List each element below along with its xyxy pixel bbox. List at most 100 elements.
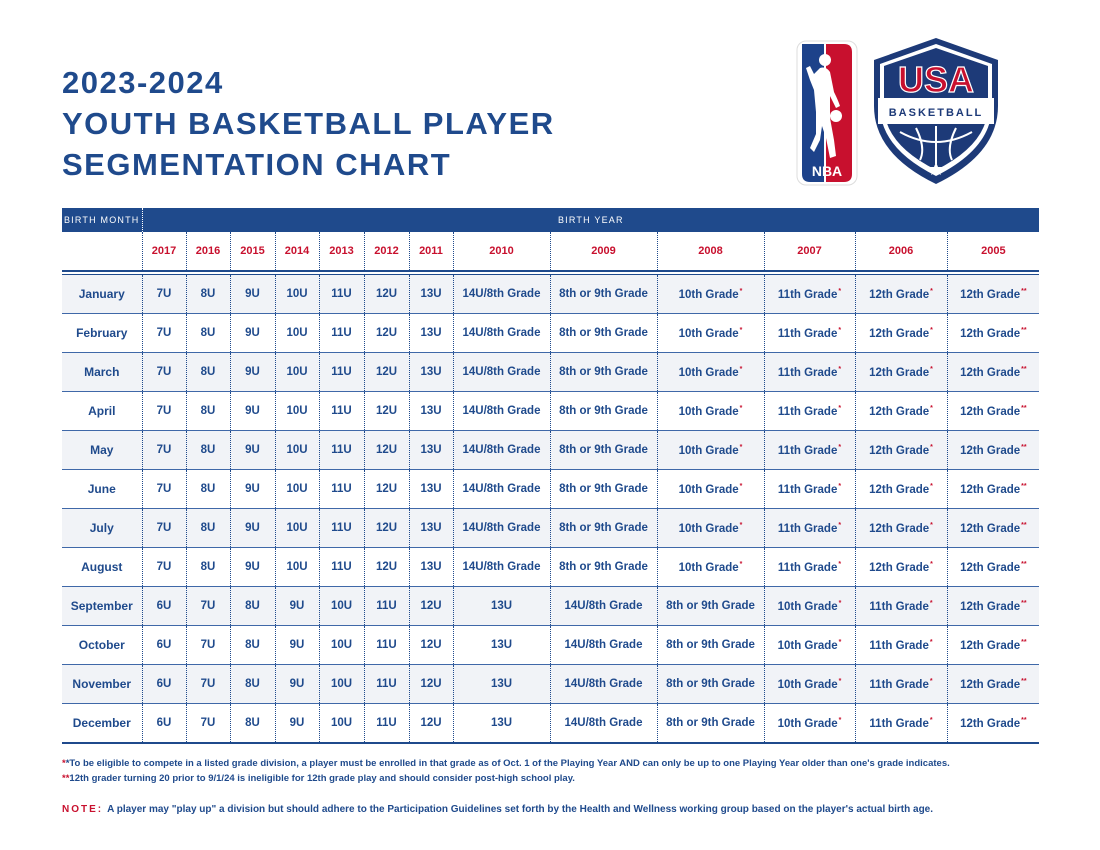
division-label: 10U	[286, 327, 308, 339]
division-cell: 10th Grade*	[763, 625, 855, 665]
division-label: 14U/8th Grade	[462, 366, 541, 378]
division-label: 11U	[376, 678, 397, 690]
division-cell: 11th Grade*	[763, 508, 855, 548]
division-label: 11th Grade	[869, 678, 929, 691]
division-label: 7U	[200, 600, 216, 612]
division-label: 11th Grade	[869, 639, 929, 652]
division-label: 9U	[245, 327, 260, 339]
division-cell: 11U	[318, 469, 364, 509]
year-header-cell: 2012	[363, 232, 409, 272]
division-label: 10U	[330, 678, 353, 690]
eligibility-asterisk: *	[739, 521, 743, 529]
division-label: 9U	[289, 717, 305, 729]
segmentation-table: BIRTH MONTH BIRTH YEAR 2017 2016 2015 2014 2…	[62, 208, 1040, 744]
division-cell: 10th Grade*	[656, 547, 764, 587]
division-cell: 8U	[229, 586, 275, 626]
birth-year-header: BIRTH YEAR	[142, 208, 1040, 232]
eligibility-asterisk: **	[1021, 404, 1027, 412]
division-cell: 8th or 9th Grade	[549, 391, 657, 431]
division-label: 8U	[245, 600, 260, 612]
division-cell: 8th or 9th Grade	[549, 430, 657, 470]
birth-month-cell: August	[62, 547, 142, 587]
year-header-cell: 2016	[185, 232, 230, 272]
year-header-cell: 2008	[656, 232, 764, 272]
division-cell: 10U	[274, 391, 319, 431]
eligibility-asterisk: *	[930, 287, 933, 295]
division-label: 12th Grade	[960, 717, 1021, 730]
division-label: 12U	[420, 600, 442, 612]
title-line-1: 2023-2024	[62, 65, 224, 100]
division-cell: 12U	[408, 703, 453, 744]
division-label: 10th Grade	[678, 483, 739, 496]
eligibility-asterisk: **	[1021, 482, 1027, 490]
division-label: 10th Grade	[678, 444, 739, 457]
division-label: 10U	[286, 483, 308, 495]
division-cell: 11U	[363, 625, 409, 665]
division-cell: 13U	[452, 664, 550, 704]
division-label: 11U	[331, 483, 352, 495]
division-label: 8U	[200, 522, 216, 534]
division-label: 13U	[420, 483, 442, 495]
division-cell: 8th or 9th Grade	[549, 469, 657, 509]
division-cell: 7U	[185, 664, 230, 704]
division-label: 11th Grade	[869, 600, 929, 613]
division-cell: 14U/8th Grade	[549, 625, 657, 665]
division-cell: 9U	[229, 352, 275, 392]
division-label: 11th Grade	[777, 522, 838, 535]
division-cell: 11U	[318, 547, 364, 587]
eligibility-asterisk: *	[838, 638, 842, 646]
division-label: 7U	[156, 483, 172, 495]
division-cell: 14U/8th Grade	[549, 586, 657, 626]
division-cell: 13U	[408, 547, 453, 587]
division-label: 6U	[156, 678, 172, 690]
birth-month-cell: July	[62, 508, 142, 548]
division-cell: 8U	[185, 352, 230, 392]
division-cell: 13U	[452, 703, 550, 744]
division-cell: 10th Grade*	[763, 586, 855, 626]
division-label: 12th Grade	[960, 288, 1021, 301]
division-cell: 11th Grade*	[763, 469, 855, 509]
division-cell: 11th Grade*	[854, 625, 947, 665]
division-cell: 7U	[185, 703, 230, 744]
division-label: 13U	[420, 561, 442, 573]
division-cell: 6U	[141, 703, 186, 744]
division-label: 14U/8th Grade	[564, 639, 643, 651]
table-row: March 7U 8U 9U 10U 11U 12U 13U 14U/8th Grade 8th …	[62, 352, 1040, 392]
division-label: 11U	[331, 561, 352, 573]
division-cell: 11th Grade*	[763, 274, 855, 314]
division-cell: 8U	[229, 664, 275, 704]
division-label: 10th Grade	[777, 639, 838, 652]
division-cell: 10U	[274, 352, 319, 392]
division-cell: 12th Grade**	[946, 313, 1040, 353]
table-row: August 7U 8U 9U 10U 11U 12U 13U 14U/8th Grade 8th…	[62, 547, 1040, 587]
division-cell: 12th Grade**	[946, 586, 1040, 626]
division-label: 7U	[156, 366, 172, 378]
division-cell: 7U	[141, 352, 186, 392]
footnote-1: **To be eligible to compete in a listed …	[62, 756, 1062, 771]
division-label: 12th Grade	[869, 561, 930, 574]
birth-month-cell: September	[62, 586, 142, 626]
division-label: 8U	[245, 717, 260, 729]
division-label: 6U	[156, 600, 172, 612]
footnote-1-marker: *	[62, 758, 66, 769]
division-label: 8th or 9th Grade	[559, 288, 648, 300]
division-cell: 14U/8th Grade	[452, 274, 550, 314]
division-cell: 12U	[363, 547, 409, 587]
division-cell: 10th Grade*	[656, 469, 764, 509]
division-label: 9U	[289, 600, 305, 612]
division-label: 8th or 9th Grade	[559, 483, 648, 495]
division-label: 14U/8th Grade	[462, 561, 541, 573]
division-label: 14U/8th Grade	[564, 678, 643, 690]
division-cell: 10th Grade*	[763, 703, 855, 744]
division-label: 13U	[490, 600, 513, 612]
division-label: 7U	[200, 639, 216, 651]
footnotes: **To be eligible to compete in a listed …	[62, 756, 1062, 817]
division-label: 12th Grade	[960, 600, 1021, 613]
division-label: 7U	[156, 444, 172, 456]
division-cell: 8th or 9th Grade	[656, 703, 764, 744]
division-cell: 10U	[318, 625, 364, 665]
division-label: 12U	[420, 678, 442, 690]
division-label: 10th Grade	[678, 366, 739, 379]
division-label: 6U	[156, 639, 172, 651]
division-label: 10U	[286, 288, 308, 300]
